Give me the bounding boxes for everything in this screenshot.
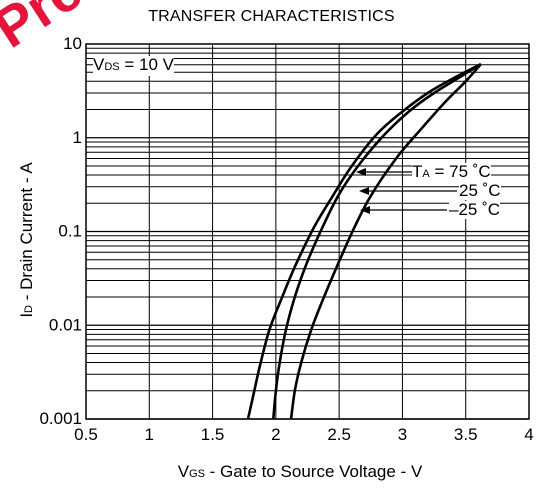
legend-ta-75: TA = 75 ˚C bbox=[412, 163, 491, 183]
series-line-1 bbox=[272, 62, 482, 420]
legend-25c-text: 25 ˚C bbox=[459, 181, 501, 200]
x-tick-label-7: 4 bbox=[524, 425, 533, 444]
y-tick-label-2: 0.1 bbox=[58, 222, 82, 241]
legend-ta-subscript: A bbox=[422, 168, 430, 180]
x-tick-label-4: 2.5 bbox=[327, 425, 351, 444]
y-axis-text: - Drain Current - A bbox=[17, 162, 36, 305]
chart-title: TRANSFER CHARACTERISTICS bbox=[148, 8, 395, 25]
x-tick-label-5: 3 bbox=[398, 425, 407, 444]
legend-25c: 25 ˚C bbox=[459, 182, 501, 200]
x-tick-label-2: 1.5 bbox=[201, 425, 225, 444]
leader-arrowhead-1 bbox=[359, 187, 369, 195]
y-tick-label-0: 0.001 bbox=[39, 409, 82, 428]
leader-arrowhead-0 bbox=[356, 168, 366, 176]
x-axis-text: - Gate to Source Voltage - V bbox=[204, 462, 423, 481]
y-tick-label-3: 1 bbox=[73, 128, 82, 147]
x-axis-label: VGS - Gate to Source Voltage - V bbox=[0, 462, 543, 482]
x-axis-symbol: V bbox=[177, 462, 190, 481]
legend-ta-symbol: T bbox=[412, 162, 423, 181]
x-tick-label-1: 1 bbox=[145, 425, 154, 444]
y-tick-label-4: 10 bbox=[63, 34, 82, 53]
x-tick-label-3: 2 bbox=[271, 425, 280, 444]
legend-minus-25c-text: –25 ˚C bbox=[449, 200, 501, 219]
series-line-2 bbox=[289, 63, 482, 420]
y-axis-symbol: I bbox=[17, 312, 36, 318]
plot-frame bbox=[85, 43, 530, 420]
tick-labels: 0.5 1 1.5 2 2.5 3 3.5 4 0.001 0.01 0.1 1 10 bbox=[39, 34, 533, 444]
y-tick-label-1: 0.01 bbox=[49, 315, 82, 334]
series-curves bbox=[246, 62, 482, 420]
x-axis-subscript: GS bbox=[189, 468, 205, 480]
grid-lines bbox=[85, 44, 530, 420]
vds-symbol: V bbox=[93, 55, 105, 74]
vds-condition-label: VDS = 10 V bbox=[93, 56, 174, 76]
y-axis-subscript: D bbox=[23, 304, 35, 313]
vds-subscript: DS bbox=[104, 61, 120, 73]
vds-value: = 10 V bbox=[119, 55, 174, 74]
series-line-0 bbox=[246, 62, 482, 420]
x-tick-label-6: 3.5 bbox=[454, 425, 478, 444]
y-axis-label: ID - Drain Current - A bbox=[17, 162, 37, 317]
legend-minus-25c: –25 ˚C bbox=[449, 200, 501, 219]
series-arrows bbox=[356, 168, 457, 214]
legend-ta-value: = 75 ˚C bbox=[429, 162, 491, 181]
leader-arrowhead-2 bbox=[360, 206, 370, 214]
x-tick-label-0: 0.5 bbox=[74, 425, 98, 444]
